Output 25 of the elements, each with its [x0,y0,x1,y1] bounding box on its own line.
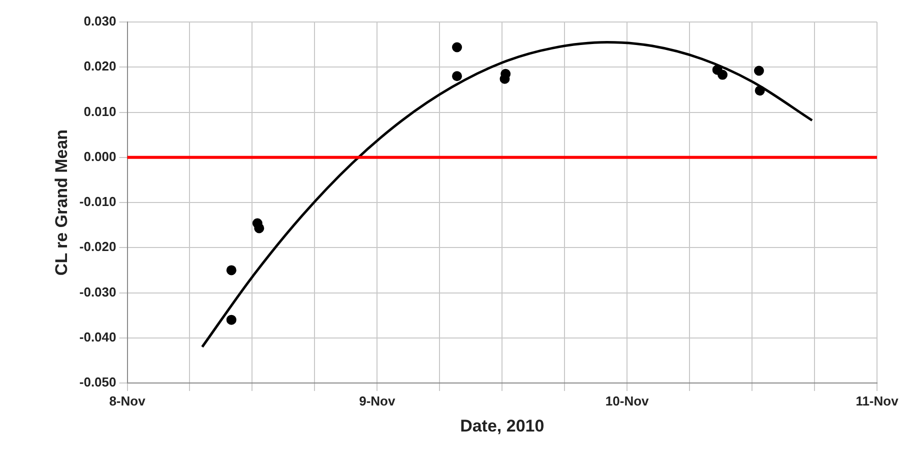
point [754,66,764,76]
x-axis-title: Date, 2010 [460,416,544,436]
y-tick-label: -0.010 [79,194,116,210]
y-tick-label: 0.020 [84,58,116,74]
y-tick-label: 0.010 [84,104,116,119]
point [754,86,765,96]
y-tick-label: -0.020 [79,239,116,254]
x-tick-label: 8-Nov [109,393,146,408]
y-axis-title: CL re Grand Mean [52,129,71,276]
y-tick-label: -0.050 [79,374,116,390]
point [452,71,462,82]
point [254,223,264,234]
point [226,314,236,325]
x-tick-label: 9-Nov [359,393,396,408]
y-tick-label: 0.000 [84,148,116,164]
point [500,68,511,79]
point [718,70,728,80]
x-tick-label: 10-Nov [605,393,650,408]
x-tick-label: 11-Nov [856,393,900,408]
point [452,42,462,52]
line-series [200,41,814,348]
point [226,265,236,276]
y-tick-label: -0.030 [79,284,116,300]
y-tick-label: 0.030 [84,14,116,29]
y-tick-label: -0.040 [79,329,116,344]
